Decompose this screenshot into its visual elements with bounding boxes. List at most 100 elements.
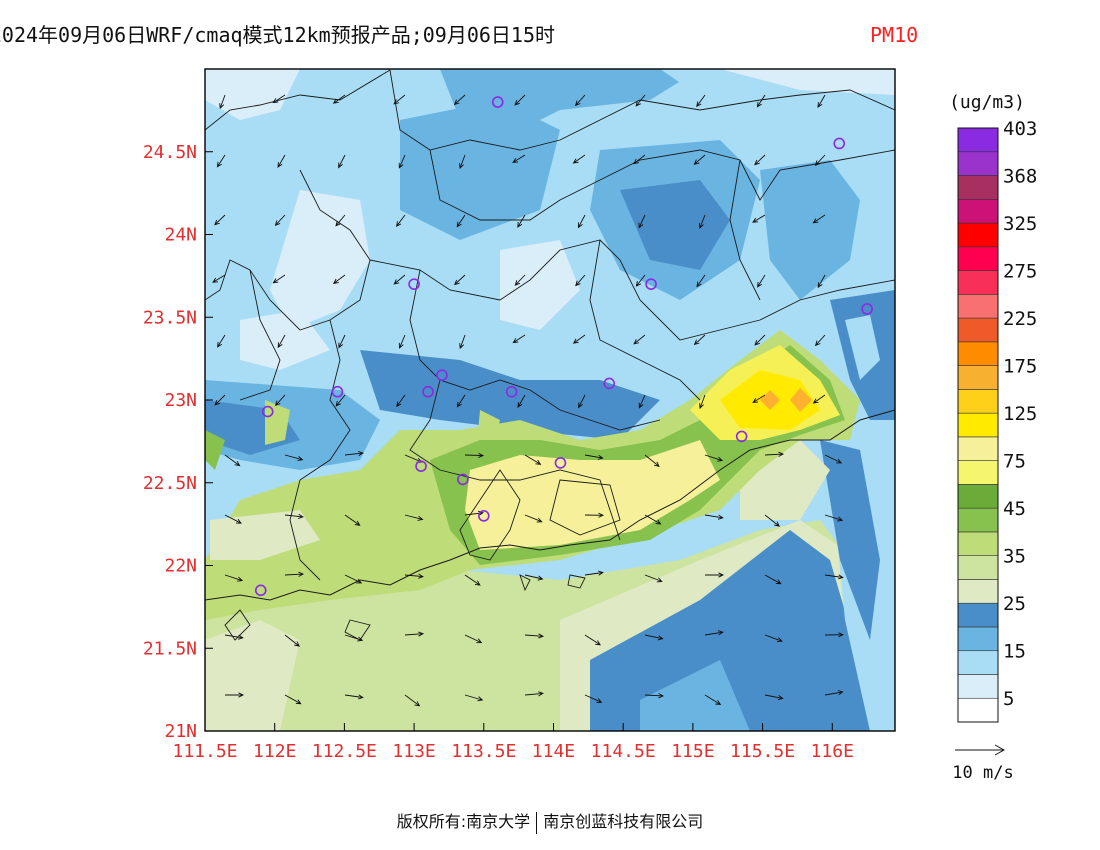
wind-arrow — [704, 514, 724, 520]
lat-tick-label: 24.5N — [143, 142, 197, 163]
colorbar-swatch — [957, 222, 999, 248]
wind-arrow — [575, 274, 586, 287]
wind-arrow — [284, 513, 304, 520]
station-marker — [415, 460, 427, 473]
wind-arrow — [824, 632, 845, 638]
wind-arrow — [524, 454, 542, 465]
colorbar-swatch — [957, 317, 999, 343]
latitude-axis: 21N 21.5N 22N 22.5N 23N 23.5N 24N 24.5N — [143, 142, 213, 742]
lat-tick-label: 22N — [164, 556, 197, 577]
station-marker — [477, 510, 490, 522]
wind-scale: 10 m/s — [952, 744, 1014, 783]
wind-arrow — [277, 334, 286, 349]
lon-tick-label: 111.5E — [172, 741, 237, 762]
wind-arrow — [398, 334, 406, 349]
wind-arrow — [274, 394, 286, 407]
colorbar-label: 5 — [1003, 688, 1014, 710]
wind-arrow — [396, 394, 406, 408]
colorbar-label: 25 — [1003, 593, 1026, 615]
wind-arrow — [517, 394, 526, 409]
wind-arrow — [395, 214, 406, 228]
wind-arrow — [696, 94, 706, 108]
wind-arrow — [453, 94, 466, 106]
wind-arrow — [284, 571, 305, 577]
copyright-partner: 南京创蓝科技有限公司 — [543, 812, 704, 831]
lon-tick-label: 112.5E — [312, 741, 377, 762]
colorbar-swatch — [957, 389, 999, 414]
wind-arrow — [764, 694, 784, 701]
wind-arrow — [464, 574, 481, 586]
wind-arrow — [216, 154, 226, 168]
lon-tick-label: 116E — [811, 741, 854, 762]
wind-arrow — [456, 394, 466, 408]
wind-arrow — [817, 94, 826, 109]
wind-arrow — [284, 454, 304, 462]
colorbar-swatch — [957, 531, 999, 556]
colorbar-swatch — [957, 151, 999, 176]
longitude-axis: 111.5E 112E 112.5E 113E 113.5E 114E 114.5E 115E… — [172, 723, 854, 762]
wind-arrow — [404, 631, 425, 637]
colorbar-swatch — [957, 198, 999, 224]
wind-arrow — [704, 694, 722, 706]
wind-arrow — [644, 454, 660, 467]
wind-arrow — [393, 274, 406, 285]
wind-scale-label: 10 m/s — [952, 763, 1013, 783]
wind-arrow — [698, 214, 706, 229]
lon-tick-label: 112E — [253, 741, 296, 762]
colorbar-swatch — [957, 460, 999, 485]
wind-arrow — [633, 154, 646, 165]
wind-arrow — [338, 154, 346, 169]
wind-arrow — [693, 154, 706, 165]
colorbar-label: 225 — [1003, 308, 1037, 330]
wind-arrow — [512, 334, 526, 344]
figure-title: 2024年09月06日WRF/cmaq模式12km预报产品;09月06日15时 — [0, 23, 555, 47]
wind-arrow — [404, 694, 421, 707]
wind-arrow — [524, 514, 543, 523]
colorbar-label: 403 — [1003, 118, 1037, 140]
station-marker — [408, 278, 420, 290]
wind-arrow — [404, 514, 424, 521]
wind-arrow — [638, 214, 646, 229]
map-panel — [205, 69, 895, 731]
colorbar — [957, 127, 999, 723]
wind-arrow — [212, 274, 226, 283]
wind-arrow — [225, 692, 245, 698]
wind-arrow — [338, 334, 346, 349]
wind-arrow — [464, 452, 485, 459]
wind-arrow — [638, 394, 646, 409]
wind-arrow — [524, 574, 544, 581]
wind-arrow — [284, 634, 301, 647]
wind-arrow — [635, 94, 646, 107]
lon-tick-label: 115.5E — [730, 741, 795, 762]
colorbar-label: 35 — [1003, 546, 1026, 568]
colorbar-swatch — [957, 555, 999, 580]
wind-arrow — [584, 634, 601, 646]
variable-title: PM10 — [870, 23, 918, 47]
wind-arrow — [464, 694, 484, 702]
wind-arrow — [756, 94, 766, 108]
wind-arrow — [814, 334, 826, 347]
wind-arrow — [514, 94, 526, 106]
lat-tick-label: 23.5N — [143, 307, 197, 328]
wind-arrow — [344, 634, 364, 642]
wind-arrow — [514, 274, 526, 286]
colorbar-label: 75 — [1003, 451, 1026, 473]
wind-arrow — [644, 693, 665, 699]
wind-arrow — [814, 154, 826, 166]
lon-tick-label: 113.5E — [451, 741, 516, 762]
wind-arrow — [704, 454, 724, 462]
wind-arrow — [584, 570, 604, 576]
wind-arrow — [214, 394, 226, 406]
station-marker — [254, 584, 267, 597]
wind-arrow — [633, 334, 646, 345]
colorbar-swatch — [957, 341, 999, 366]
wind-arrow — [574, 94, 586, 107]
wind-arrow — [459, 154, 466, 170]
wind-arrow — [572, 154, 586, 164]
lat-tick-label: 23N — [164, 390, 197, 411]
colorbar-swatch — [957, 294, 999, 319]
wind-arrow — [704, 630, 724, 636]
wind-arrow — [335, 214, 346, 227]
footer-divider — [536, 811, 538, 834]
